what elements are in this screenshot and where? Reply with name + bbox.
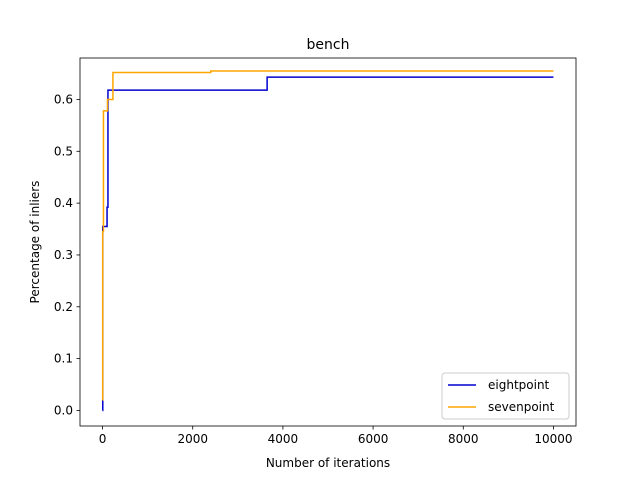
y-tick-label: 0.6 [54, 92, 73, 106]
x-axis-label: Number of iterations [266, 456, 390, 470]
y-tick-label: 0.3 [54, 248, 73, 262]
x-tick-label: 6000 [358, 432, 389, 446]
y-tick-label: 0.1 [54, 352, 73, 366]
x-tick-label: 4000 [268, 432, 299, 446]
x-tick-label: 2000 [177, 432, 208, 446]
x-tick-label: 0 [99, 432, 107, 446]
chart-title: bench [307, 37, 350, 53]
x-tick-label: 8000 [448, 432, 479, 446]
legend: eightpoint sevenpoint [441, 372, 570, 420]
y-axis-label: Percentage of inliers [28, 181, 42, 304]
series-line-sevenpoint [101, 70, 554, 401]
y-tick-label: 0.5 [54, 144, 73, 158]
legend-label-eightpoint: eightpoint [488, 378, 550, 392]
y-tick-label: 0.4 [54, 196, 73, 210]
axes-frame [79, 57, 577, 427]
legend-label-sevenpoint: sevenpoint [488, 400, 555, 414]
x-tick-label: 10000 [534, 432, 572, 446]
y-tick-label: 0.2 [54, 300, 73, 314]
plot-area: 0 2000 4000 6000 8000 10000 0.0 0.1 0.2 0.3 0.4 0.5… [54, 57, 577, 446]
y-tick-label: 0.0 [54, 403, 73, 417]
